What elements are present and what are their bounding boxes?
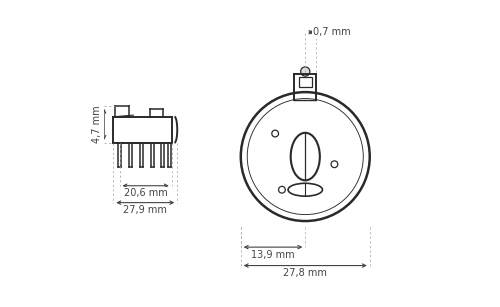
Bar [299,77,312,87]
Text: 0,7 mm: 0,7 mm [314,27,351,37]
Text: 27,8 mm: 27,8 mm [284,268,327,278]
Text: 4,7 mm: 4,7 mm [92,106,102,143]
Text: 27,9 mm: 27,9 mm [124,205,168,215]
Circle shape [300,67,310,76]
Text: 20,6 mm: 20,6 mm [124,188,168,198]
Text: 13,9 mm: 13,9 mm [251,250,295,260]
